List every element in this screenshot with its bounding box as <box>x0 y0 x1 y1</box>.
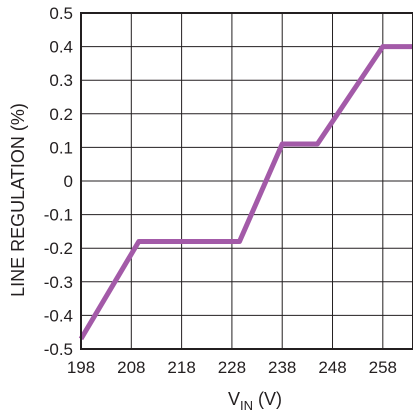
x-tick-label: 228 <box>218 358 246 377</box>
y-tick-label: 0.1 <box>49 138 73 157</box>
x-tick-label: 258 <box>369 358 397 377</box>
x-tick-label: 238 <box>268 358 296 377</box>
x-tick-label: 198 <box>67 358 95 377</box>
grid <box>80 12 413 350</box>
x-tick-label: 218 <box>167 358 195 377</box>
y-tick-label: 0.5 <box>49 4 73 23</box>
series-layer <box>78 44 413 341</box>
y-tick-label: 0 <box>64 172 73 191</box>
y-tick-label: -0.4 <box>44 306 73 325</box>
x-tick-label: 208 <box>117 358 145 377</box>
x-axis-label-main: V <box>228 389 240 409</box>
series-line-0 <box>78 44 413 341</box>
x-tick-label: 248 <box>318 358 346 377</box>
y-tick-label: -0.5 <box>44 340 73 359</box>
y-tick-label: 0.3 <box>49 71 73 90</box>
x-axis-label-subscript: IN <box>240 398 253 413</box>
y-axis-label: LINE REGULATION (%) <box>8 103 28 297</box>
plot-frame <box>80 12 413 350</box>
y-tick-label: 0.4 <box>49 38 73 57</box>
y-tick-label: 0.2 <box>49 105 73 124</box>
y-tick-label: -0.3 <box>44 273 73 292</box>
y-tick-labels: 0.5 0.4 0.3 0.2 0.1 0 -0.1 -0.2 -0.3 -0.4 -0.5 <box>44 4 73 359</box>
x-axis-label: VIN (V) <box>228 389 282 413</box>
y-tick-label: -0.2 <box>44 239 73 258</box>
y-tick-label: -0.1 <box>44 206 73 225</box>
x-axis-label-unit: (V) <box>253 389 282 409</box>
x-tick-labels: 198 208 218 228 238 248 258 <box>67 358 397 377</box>
